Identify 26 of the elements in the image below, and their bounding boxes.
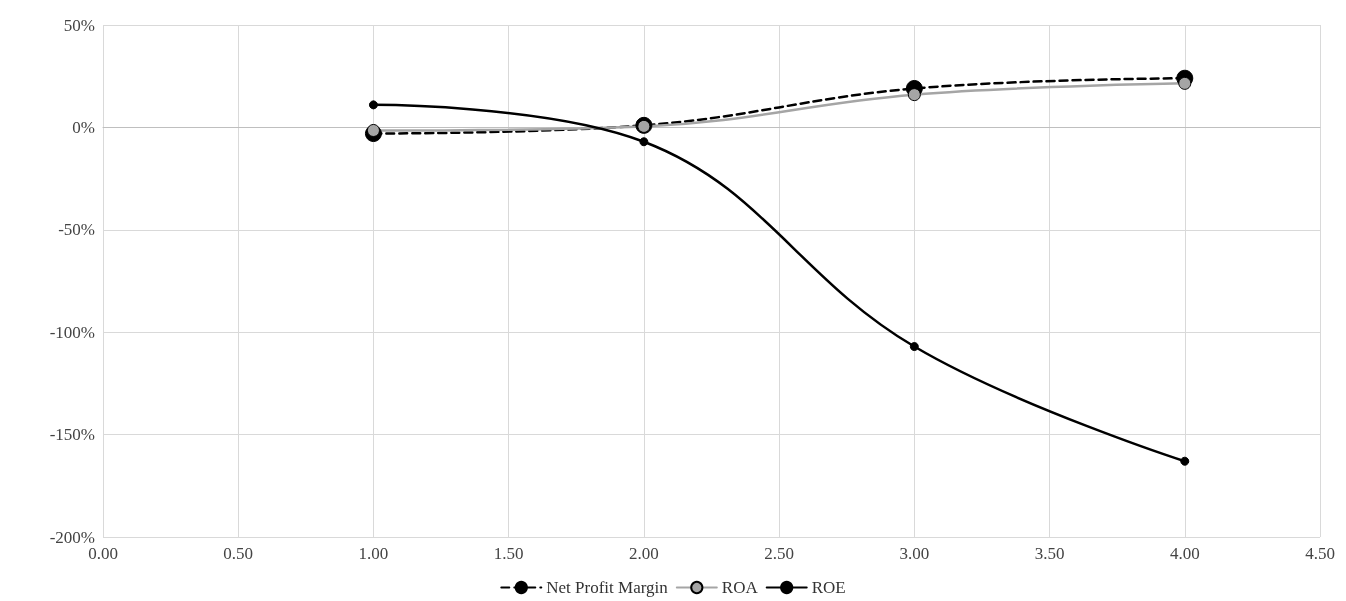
legend-label: ROA <box>721 578 759 597</box>
y-tick-label: 0% <box>72 117 95 137</box>
x-tick-label: 1.00 <box>358 544 389 563</box>
x-tick-label: 0.00 <box>88 544 118 563</box>
x-tick-label: 4.50 <box>1305 544 1335 563</box>
y-tick-label: -200% <box>49 527 95 547</box>
x-tick-label: 0.50 <box>223 544 254 563</box>
y-tick-label: 50% <box>63 15 95 35</box>
x-tick-label: 2.50 <box>764 544 794 563</box>
point <box>909 342 919 352</box>
x-tick-label: 3.50 <box>1034 544 1065 563</box>
y-tick-label: -50% <box>58 220 95 240</box>
y-tick-label: -150% <box>49 425 95 445</box>
legend-label: Net Profit Margin <box>546 578 669 597</box>
point <box>639 137 649 147</box>
x-tick-label: 4.00 <box>1169 544 1200 563</box>
y-tick-label: -100% <box>49 322 95 342</box>
x-tick-label: 1.50 <box>493 544 524 563</box>
point <box>1178 76 1192 90</box>
point <box>366 123 380 137</box>
point <box>907 88 921 102</box>
point <box>368 100 378 110</box>
point <box>1180 456 1190 466</box>
legend-label: ROE <box>811 578 846 597</box>
x-tick-label: 3.00 <box>899 544 930 563</box>
x-tick-label: 2.00 <box>629 544 659 563</box>
